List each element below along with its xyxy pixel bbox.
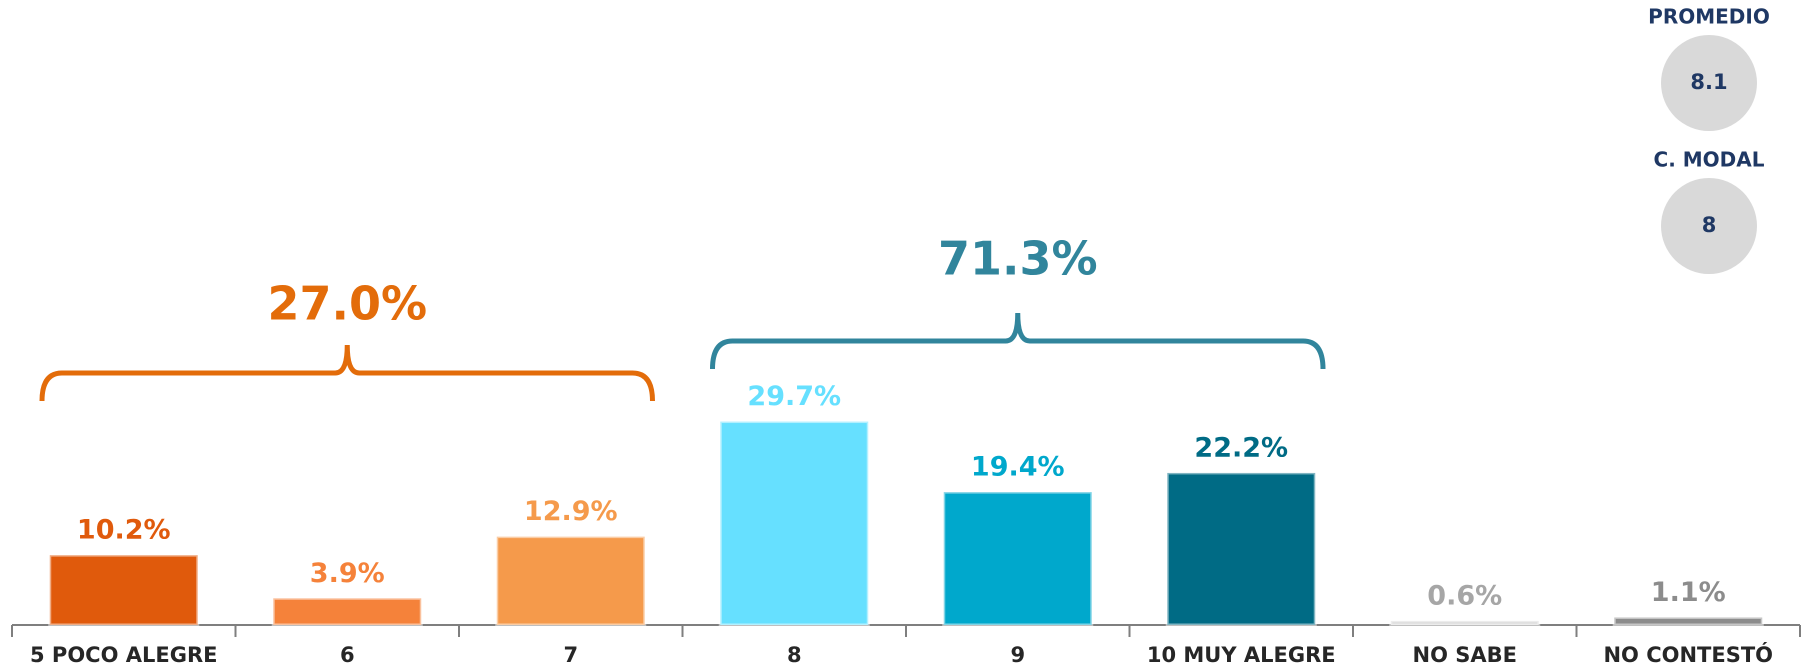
bracket bbox=[39, 344, 655, 402]
x-tick-label: 8 bbox=[787, 643, 802, 667]
stat-value: 8.1 bbox=[1690, 70, 1727, 94]
x-tick-label: 7 bbox=[563, 643, 578, 667]
stat-circle bbox=[1661, 178, 1757, 274]
value-label: 22.2% bbox=[1194, 432, 1288, 463]
bracket-label: 27.0% bbox=[267, 277, 427, 331]
x-tick-label: 6 bbox=[340, 643, 355, 667]
bar bbox=[1165, 471, 1317, 627]
bar bbox=[1389, 619, 1541, 627]
x-tick-label: NO CONTESTÓ bbox=[1603, 642, 1773, 667]
bracket bbox=[710, 312, 1326, 370]
stat-label: C. MODAL bbox=[1654, 148, 1765, 172]
bar bbox=[271, 596, 423, 627]
x-tick-label: NO SABE bbox=[1413, 643, 1517, 667]
value-label: 1.1% bbox=[1651, 577, 1726, 608]
bar bbox=[942, 490, 1094, 627]
x-tick-label: 5 POCO ALEGRE bbox=[30, 643, 217, 667]
value-label: 0.6% bbox=[1427, 580, 1502, 611]
stat-circle bbox=[1661, 35, 1757, 131]
bracket-label: 71.3% bbox=[938, 232, 1098, 286]
bar bbox=[1612, 615, 1764, 627]
value-label: 19.4% bbox=[971, 452, 1065, 483]
value-label: 3.9% bbox=[310, 558, 385, 589]
bar bbox=[495, 535, 647, 627]
x-tick-label: 10 MUY ALEGRE bbox=[1147, 643, 1336, 667]
value-label: 29.7% bbox=[747, 381, 841, 412]
bar bbox=[48, 553, 200, 627]
x-tick-label: 9 bbox=[1010, 643, 1025, 667]
bar bbox=[718, 420, 870, 627]
stat-value: 8 bbox=[1702, 213, 1717, 237]
value-label: 12.9% bbox=[524, 496, 618, 527]
stat-label: PROMEDIO bbox=[1648, 5, 1770, 29]
value-label: 10.2% bbox=[77, 515, 171, 546]
